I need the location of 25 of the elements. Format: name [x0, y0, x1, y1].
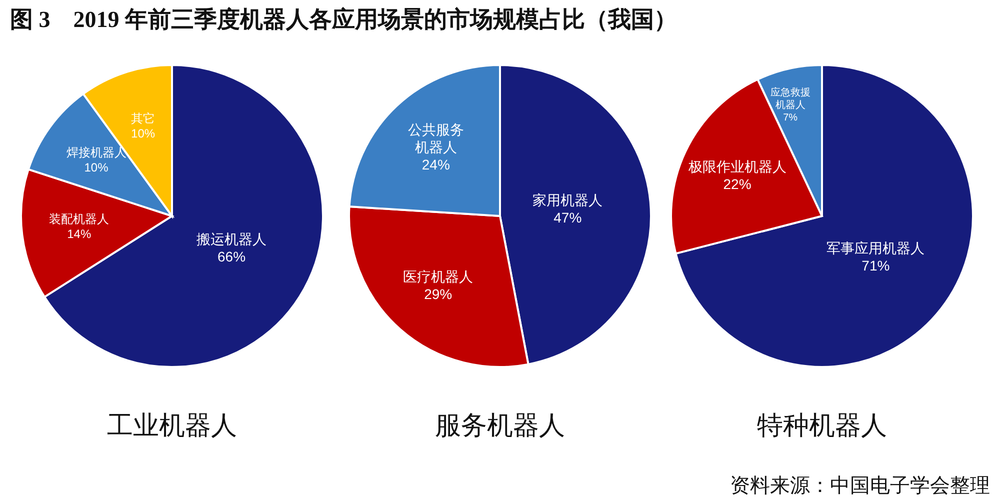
text: 服务机器人	[435, 410, 565, 440]
slice-label: 医疗机器人	[403, 268, 474, 284]
slice-label: 焊接机器人	[66, 146, 126, 160]
slice-label: 其它	[131, 112, 156, 126]
slice-label: 装配机器人	[49, 212, 110, 226]
text: 特种机器人	[757, 410, 887, 440]
data-label: 7%	[783, 112, 798, 124]
slice-label: 家用机器人	[532, 192, 603, 208]
data-label: 14%	[67, 227, 92, 242]
caption: 图 3 2019 年前三季度机器人各应用场景的市场规模占比（我国）	[10, 6, 677, 32]
slice-label: 搬运机器人	[196, 230, 267, 247]
data-label: 47%	[554, 209, 582, 226]
data-label: 71%	[862, 257, 890, 274]
slice-label: 极限作业机器人	[687, 158, 786, 174]
slice-label: 公共服务机器人	[408, 120, 464, 154]
data-label: 22%	[723, 176, 752, 192]
data-label: 66%	[218, 248, 246, 264]
data-label: 10%	[84, 160, 109, 175]
data-label: 24%	[422, 156, 450, 172]
text: 资料来源：中国电子学会整理	[730, 475, 990, 498]
text: 工业机器人	[107, 410, 237, 440]
slice-label: 军事应用机器人	[826, 240, 925, 256]
data-label: 29%	[424, 286, 452, 302]
slice-label: 应急救援机器人	[770, 86, 810, 111]
data-label: 10%	[131, 126, 156, 141]
